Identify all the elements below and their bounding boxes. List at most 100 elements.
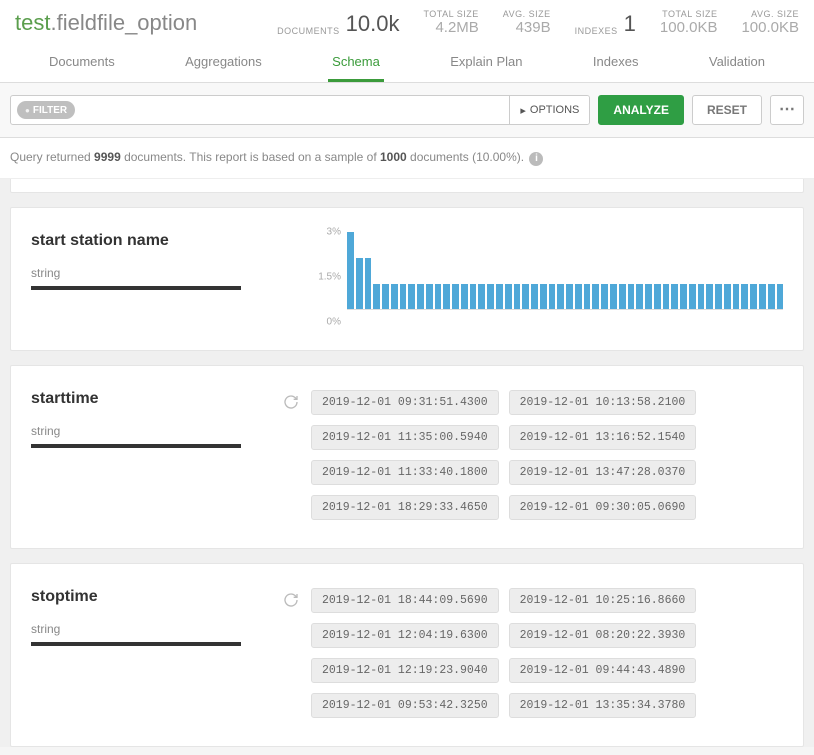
- value-chip[interactable]: 2019-12-01 10:13:58.2100: [509, 390, 697, 415]
- refresh-icon[interactable]: [283, 592, 299, 608]
- value-chip[interactable]: 2019-12-01 18:44:09.5690: [311, 588, 499, 613]
- histogram-bar[interactable]: [584, 284, 591, 310]
- reset-button[interactable]: RESET: [692, 95, 762, 125]
- histogram-bar[interactable]: [452, 284, 459, 310]
- filter-bar[interactable]: FILTER ▸ OPTIONS: [10, 95, 590, 125]
- histogram-bar[interactable]: [610, 284, 617, 310]
- histogram-bar[interactable]: [505, 284, 512, 310]
- value-chip[interactable]: 2019-12-01 11:33:40.1800: [311, 460, 499, 485]
- histogram-bar[interactable]: [619, 284, 626, 310]
- filter-badge: FILTER: [17, 101, 75, 119]
- value-chip[interactable]: 2019-12-01 12:19:23.9040: [311, 658, 499, 683]
- histogram-bar[interactable]: [628, 284, 635, 310]
- histogram-bar[interactable]: [478, 284, 485, 310]
- histogram-bar[interactable]: [715, 284, 722, 310]
- value-chip[interactable]: 2019-12-01 11:35:00.5940: [311, 425, 499, 450]
- histogram-bar[interactable]: [741, 284, 748, 310]
- analyze-button[interactable]: ANALYZE: [598, 95, 684, 125]
- value-chip[interactable]: 2019-12-01 09:44:43.4890: [509, 658, 697, 683]
- histogram-bar[interactable]: [671, 284, 678, 310]
- histogram-bar[interactable]: [592, 284, 599, 310]
- value-chip[interactable]: 2019-12-01 08:20:22.3930: [509, 623, 697, 648]
- histogram-bar[interactable]: [654, 284, 661, 310]
- value-chip[interactable]: 2019-12-01 13:16:52.1540: [509, 425, 697, 450]
- histogram-bar[interactable]: [347, 232, 354, 309]
- value-chip[interactable]: 2019-12-01 13:47:28.0370: [509, 460, 697, 485]
- histogram-bar[interactable]: [645, 284, 652, 310]
- type-bar: [31, 642, 241, 646]
- tab-documents[interactable]: Documents: [45, 44, 119, 82]
- refresh-icon[interactable]: [283, 394, 299, 410]
- tab-explain[interactable]: Explain Plan: [446, 44, 526, 82]
- histogram-bar[interactable]: [426, 284, 433, 310]
- value-chip[interactable]: 2019-12-01 18:29:33.4650: [311, 495, 499, 520]
- field-card: stoptime string 2019-12-01 18:44:09.5690…: [10, 563, 804, 747]
- play-icon: ▸: [520, 104, 526, 117]
- histogram-bar[interactable]: [663, 284, 670, 310]
- value-chip[interactable]: 2019-12-01 09:30:05.0690: [509, 495, 697, 520]
- doc-avg-size: AVG. SIZE 439B: [503, 10, 551, 36]
- histogram-bar[interactable]: [759, 284, 766, 310]
- histogram-bar[interactable]: [400, 284, 407, 310]
- field-type: string: [31, 424, 261, 438]
- histogram-bar[interactable]: [549, 284, 556, 310]
- histogram-bar[interactable]: [689, 284, 696, 310]
- tab-aggregations[interactable]: Aggregations: [181, 44, 266, 82]
- histogram: 3% 1.5% 0%: [311, 232, 783, 322]
- histogram-bar[interactable]: [750, 284, 757, 310]
- type-bar: [31, 444, 241, 448]
- histogram-bar[interactable]: [706, 284, 713, 310]
- field-name: start station name: [31, 232, 261, 250]
- filter-input[interactable]: [81, 96, 509, 124]
- histogram-bar[interactable]: [470, 284, 477, 310]
- type-bar: [31, 286, 241, 290]
- more-button[interactable]: ⋯: [770, 95, 804, 125]
- histogram-bar[interactable]: [408, 284, 415, 310]
- histogram-bar[interactable]: [382, 284, 389, 310]
- histogram-bar[interactable]: [461, 284, 468, 310]
- histogram-bar[interactable]: [575, 284, 582, 310]
- histogram-bar[interactable]: [733, 284, 740, 310]
- histogram-bar[interactable]: [522, 284, 529, 310]
- histogram-bar[interactable]: [373, 284, 380, 310]
- histogram-bar[interactable]: [365, 258, 372, 309]
- histogram-bar[interactable]: [698, 284, 705, 310]
- field-type: string: [31, 622, 261, 636]
- info-icon[interactable]: i: [529, 152, 543, 166]
- histogram-bar[interactable]: [777, 284, 784, 310]
- histogram-bar[interactable]: [435, 284, 442, 310]
- value-chip[interactable]: 2019-12-01 10:25:16.8660: [509, 588, 697, 613]
- tab-schema[interactable]: Schema: [328, 44, 384, 82]
- value-chip[interactable]: 2019-12-01 09:53:42.3250: [311, 693, 499, 718]
- histogram-bar[interactable]: [496, 284, 503, 310]
- histogram-bar[interactable]: [514, 284, 521, 310]
- histogram-bar[interactable]: [768, 284, 775, 310]
- histogram-bar[interactable]: [566, 284, 573, 310]
- field-type: string: [31, 266, 261, 280]
- histogram-bar[interactable]: [443, 284, 450, 310]
- value-chip[interactable]: 2019-12-01 13:35:34.3780: [509, 693, 697, 718]
- histogram-bar[interactable]: [391, 284, 398, 310]
- histogram-bar[interactable]: [487, 284, 494, 310]
- field-name: stoptime: [31, 588, 261, 606]
- namespace-title: test.fieldfile_option: [15, 10, 253, 36]
- histogram-bar[interactable]: [601, 284, 608, 310]
- histogram-bar[interactable]: [540, 284, 547, 310]
- documents-stat: DOCUMENTS 10.0k: [277, 12, 399, 36]
- histogram-bar[interactable]: [724, 284, 731, 310]
- histogram-bar[interactable]: [531, 284, 538, 310]
- idx-total-size: TOTAL SIZE 100.0KB: [660, 10, 718, 36]
- options-button[interactable]: ▸ OPTIONS: [509, 96, 589, 124]
- histogram-bar[interactable]: [636, 284, 643, 310]
- tab-validation[interactable]: Validation: [705, 44, 769, 82]
- field-card: starttime string 2019-12-01 09:31:51.430…: [10, 365, 804, 549]
- doc-total-size: TOTAL SIZE 4.2MB: [423, 10, 478, 36]
- field-card: start station name string 3% 1.5% 0%: [10, 207, 804, 351]
- histogram-bar[interactable]: [417, 284, 424, 310]
- value-chip[interactable]: 2019-12-01 09:31:51.4300: [311, 390, 499, 415]
- histogram-bar[interactable]: [680, 284, 687, 310]
- tab-indexes[interactable]: Indexes: [589, 44, 643, 82]
- histogram-bar[interactable]: [356, 258, 363, 309]
- histogram-bar[interactable]: [557, 284, 564, 310]
- value-chip[interactable]: 2019-12-01 12:04:19.6300: [311, 623, 499, 648]
